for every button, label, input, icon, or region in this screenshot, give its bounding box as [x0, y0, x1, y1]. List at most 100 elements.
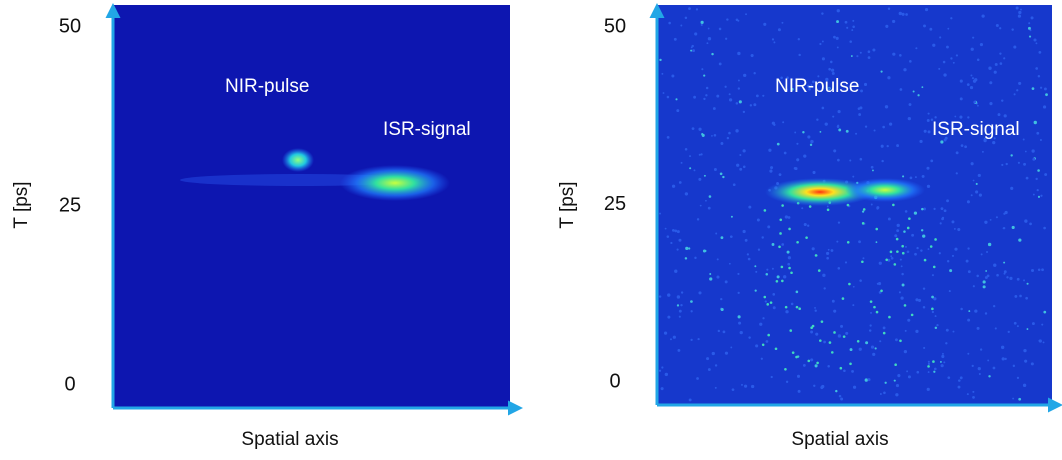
noise-dot — [709, 277, 713, 281]
noise-dot — [929, 27, 933, 31]
noise-dot — [867, 56, 871, 59]
noise-dot — [817, 269, 821, 272]
noise-dot — [870, 345, 875, 349]
noise-dot — [1013, 45, 1017, 49]
noise-dot — [931, 310, 935, 314]
noise-dot — [885, 24, 889, 28]
noise-dot — [1005, 162, 1008, 166]
noise-dot — [1023, 279, 1026, 282]
noise-dot — [870, 203, 873, 206]
noise-dot — [1031, 149, 1035, 153]
noise-dot — [922, 234, 926, 238]
noise-dot — [821, 57, 825, 61]
noise-dot — [674, 229, 678, 233]
noise-dot — [923, 129, 927, 133]
noise-dot — [698, 153, 701, 156]
noise-dot — [845, 129, 849, 133]
noise-dot — [927, 112, 930, 115]
noise-dot — [967, 318, 971, 322]
noise-dot — [836, 9, 840, 13]
noise-dot — [983, 138, 987, 143]
noise-dot — [737, 87, 741, 90]
noise-dot — [942, 352, 944, 355]
noise-dot — [1001, 99, 1004, 102]
noise-dot — [807, 224, 810, 227]
noise-dot — [810, 139, 814, 144]
noise-dot — [879, 340, 882, 343]
noise-dot — [672, 335, 676, 339]
noise-dot — [970, 162, 974, 166]
noise-dot — [938, 252, 941, 255]
noise-dot — [1006, 276, 1009, 279]
noise-dot — [841, 297, 845, 300]
noise-dot — [862, 257, 865, 260]
noise-dot — [971, 364, 974, 367]
noise-dot — [689, 167, 692, 170]
noise-dot — [796, 158, 800, 162]
noise-dot — [671, 228, 675, 232]
noise-dot — [784, 305, 788, 309]
noise-dot — [668, 21, 671, 25]
noise-dot — [1012, 397, 1015, 400]
noise-dot — [728, 93, 731, 96]
noise-dot — [814, 309, 817, 312]
noise-dot — [1018, 397, 1022, 401]
noise-dot — [732, 183, 736, 187]
noise-dot — [1026, 328, 1029, 330]
noise-dot — [783, 151, 787, 155]
noise-dot — [933, 370, 936, 373]
noise-dot — [878, 261, 882, 265]
noise-dot — [843, 369, 846, 373]
noise-dot — [1003, 261, 1006, 264]
noise-dot — [707, 37, 712, 41]
noise-dot — [884, 105, 889, 109]
noise-dot — [658, 369, 662, 372]
noise-dot — [920, 229, 924, 232]
noise-dot — [701, 133, 705, 137]
noise-dot — [887, 258, 891, 262]
noise-dot — [770, 375, 773, 379]
noise-dot — [673, 37, 677, 41]
noise-dot — [984, 312, 988, 315]
noise-dot — [1035, 177, 1038, 181]
annotation: NIR-pulse — [225, 76, 309, 97]
noise-dot — [661, 72, 664, 75]
noise-dot — [1042, 105, 1047, 109]
noise-dot — [837, 334, 842, 338]
noise-dot — [680, 161, 683, 164]
noise-dot — [899, 258, 902, 261]
noise-dot — [907, 318, 911, 322]
noise-dot — [666, 95, 670, 99]
noise-dot — [906, 250, 910, 254]
noise-dot — [895, 338, 898, 342]
noise-dot — [774, 347, 778, 351]
noise-dot — [882, 125, 885, 129]
noise-dot — [875, 310, 879, 314]
noise-dot — [738, 100, 742, 104]
noise-dot — [892, 203, 895, 207]
noise-dot — [1003, 57, 1006, 60]
noise-dot — [781, 21, 784, 24]
noise-dot — [669, 338, 672, 341]
noise-dot — [921, 86, 924, 89]
noise-dot — [821, 384, 825, 389]
noise-dot — [824, 122, 828, 126]
noise-dot — [1032, 157, 1036, 161]
noise-dot — [827, 87, 831, 90]
noise-dot — [994, 327, 997, 330]
noise-dot — [895, 383, 900, 388]
noise-dot — [964, 145, 967, 149]
noise-dot — [1016, 325, 1019, 328]
noise-dot — [904, 329, 907, 332]
noise-dot — [849, 40, 852, 43]
noise-dot — [810, 84, 813, 86]
noise-dot — [813, 384, 816, 387]
noise-dot — [967, 270, 971, 274]
noise-dot — [910, 313, 914, 317]
noise-dot — [821, 106, 825, 110]
noise-dot — [1007, 330, 1010, 334]
noise-dot — [737, 79, 740, 82]
noise-dot — [743, 73, 747, 78]
noise-dot — [985, 270, 988, 272]
